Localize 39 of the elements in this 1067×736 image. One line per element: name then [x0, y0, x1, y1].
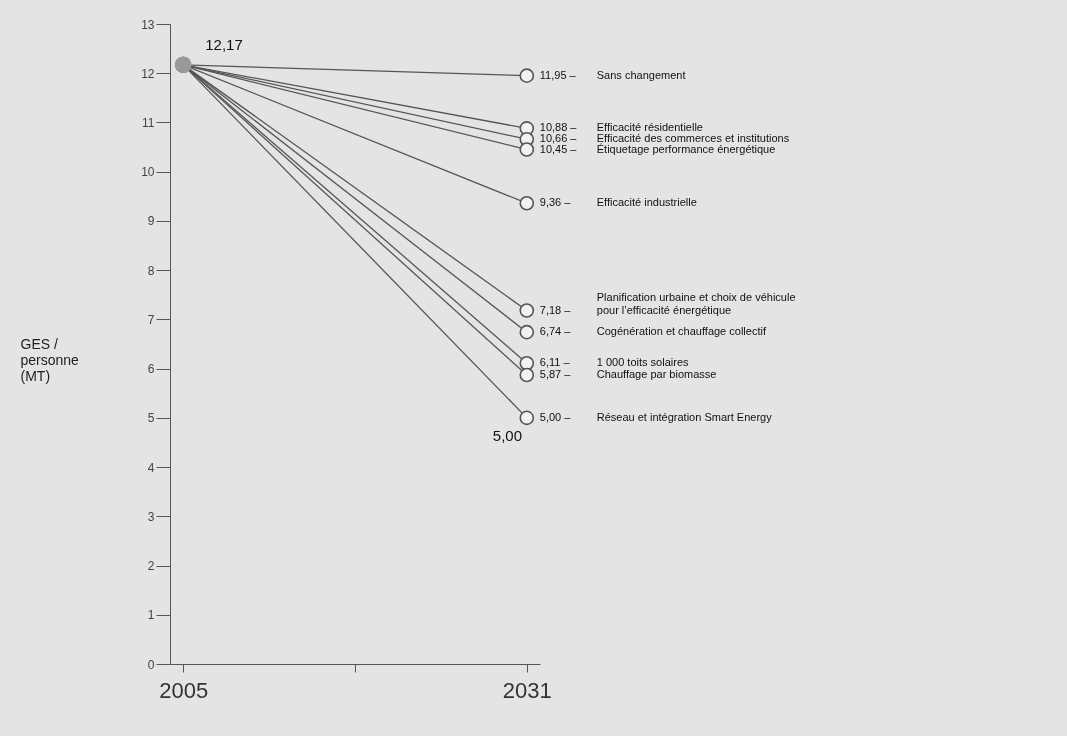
data-label: 10,66 –	[539, 132, 578, 145]
y-tick-label: 11	[142, 115, 155, 130]
y-tick-label: 13	[141, 17, 155, 32]
y-tick-label: 10	[141, 165, 155, 180]
data-label: 7,18 –	[539, 303, 572, 316]
data-label: 11,95 –	[539, 68, 577, 81]
text: Sans changement	[596, 68, 686, 81]
y-tick-label: 5	[147, 411, 155, 426]
y-tick-label: 12	[141, 66, 155, 81]
y-tick-label: 7	[147, 312, 155, 327]
data-label: 9,36 –	[539, 196, 572, 209]
x-tick-label: 2031	[502, 677, 552, 703]
annotation: 12,17	[205, 35, 243, 53]
y-axis-title: GES / personne (MT)	[20, 335, 80, 384]
data-label: 10,45 –	[539, 142, 578, 155]
x-tick-label: 2005	[159, 677, 209, 703]
data-label: 5,00 –	[539, 410, 572, 423]
y-tick-label: 9	[147, 214, 155, 229]
text: Efficacité résidentielle	[596, 121, 703, 134]
y-tick-label: 6	[147, 362, 155, 377]
data-label: 6,74 –	[539, 325, 572, 338]
data-label: 10,88 –	[539, 121, 578, 134]
text: Efficacité industrielle	[596, 196, 697, 209]
annotation: 5,00	[492, 426, 522, 444]
text: Chauffage par biomasse	[596, 368, 717, 381]
y-tick-label: 3	[147, 509, 155, 524]
text: Efficacité des commerces et institutions	[596, 132, 790, 145]
y-tick-label: 1	[147, 608, 155, 623]
text: Étiquetage performance énergétique	[596, 142, 776, 155]
y-tick-label: 2	[147, 559, 155, 574]
y-tick-label: 4	[147, 460, 155, 475]
text: 1 000 toits solaires	[596, 356, 689, 369]
y-tick-label: 8	[147, 263, 155, 278]
data-label: 5,87 –	[539, 368, 572, 381]
text: Planification urbaine et choix de véhicule pour l’efficacité énergétique	[596, 290, 796, 316]
text: Réseau et intégration Smart Energy	[596, 410, 773, 423]
y-tick-label: 0	[147, 657, 155, 672]
text: Cogénération et chauffage collectif	[596, 325, 767, 338]
data-label: 6,11 –	[539, 356, 571, 369]
